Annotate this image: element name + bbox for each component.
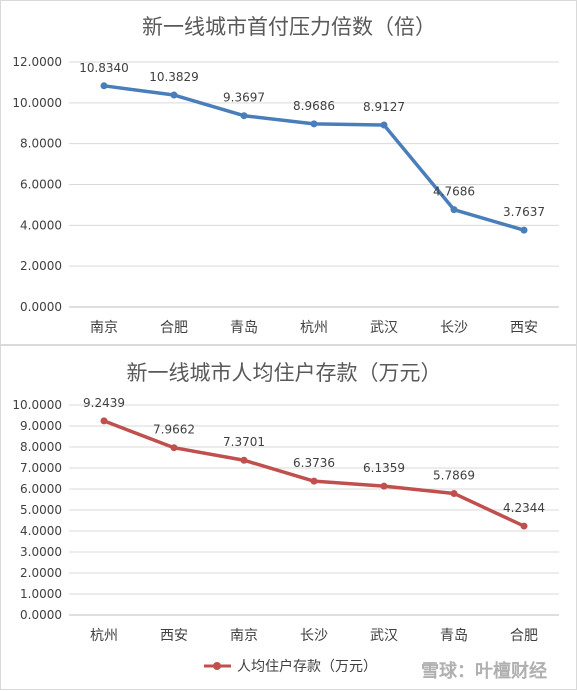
chart-panel-deposits: 新一线城市人均住户存款（万元） 10.0000 9.0000 8.0000 7.000… [0,345,577,690]
data-label: 4.2344 [503,501,545,515]
x-category-label: 杭州 [90,628,118,644]
data-label: 8.9127 [363,100,405,114]
data-label: 4.7686 [433,185,475,199]
y-tick-label: 2.0000 [20,566,62,580]
data-point [240,456,248,464]
data-point [450,206,458,214]
data-point [450,489,458,497]
y-tick-label: 7.0000 [20,461,62,475]
series-line [100,82,528,234]
data-label: 9.2439 [83,396,125,410]
y-tick-label: 8.0000 [20,440,62,454]
y-tick-label: 9.0000 [20,419,62,433]
y-tick-label: 0.0000 [20,608,62,622]
data-label: 3.7637 [503,205,545,219]
x-category-label: 南京 [90,320,118,336]
y-tick-label: 6.0000 [20,178,62,192]
gridlines [69,404,559,616]
legend: 人均住户存款（万元） [204,658,377,675]
data-point [100,82,108,90]
legend-marker [213,662,221,670]
x-category-label: 武汉 [370,320,398,336]
y-tick-label: 2.0000 [20,259,62,273]
x-axis-categories: 南京 合肥 青岛 杭州 武汉 长沙 西安 [90,320,538,336]
data-label: 9.3697 [223,91,265,105]
data-label: 5.7869 [433,468,475,482]
x-axis-categories: 杭州 西安 南京 长沙 武汉 青岛 合肥 [90,628,538,644]
y-tick-label: 12.0000 [12,55,62,69]
y-tick-label: 4.0000 [20,524,62,538]
y-tick-label: 1.0000 [20,587,62,601]
chart-panel-down-payment: 新一线城市首付压力倍数（倍） 12.0000 10.0000 8.0000 6.000… [0,0,577,345]
y-tick-label: 5.0000 [20,503,62,517]
y-tick-label: 3.0000 [20,545,62,559]
y-tick-label: 4.0000 [20,218,62,232]
data-labels: 10.8340 10.3829 9.3697 8.9686 8.9127 4.7686 3.… [79,61,545,219]
gridlines [69,61,559,308]
y-tick-label: 0.0000 [20,300,62,314]
data-point [240,112,248,120]
x-category-label: 杭州 [300,320,328,336]
data-label: 10.8340 [79,61,129,75]
data-point [310,120,318,128]
data-point [310,477,318,485]
data-label: 7.9662 [153,423,195,437]
deposits-chart: 新一线城市人均住户存款（万元） 10.0000 9.0000 8.0000 7.000… [12,361,559,682]
data-label: 10.3829 [149,70,199,84]
data-label: 8.9686 [293,99,335,113]
data-label: 6.1359 [363,461,405,475]
data-labels: 9.2439 7.9662 7.3701 6.3736 6.1359 5.7869 4.23… [83,396,545,515]
x-category-label: 武汉 [370,628,398,644]
x-category-label: 西安 [510,320,538,336]
data-label: 7.3701 [223,435,265,449]
x-category-label: 南京 [230,628,258,644]
x-category-label: 西安 [160,628,188,644]
data-point [380,121,388,129]
chart-title: 新一线城市首付压力倍数（倍） [142,15,436,39]
series-line [100,417,528,530]
data-label: 6.3736 [293,456,335,470]
data-point [100,417,108,425]
y-tick-label: 6.0000 [20,482,62,496]
y-tick-label: 10.0000 [12,398,62,412]
x-category-label: 长沙 [300,628,328,644]
down-payment-chart: 新一线城市首付压力倍数（倍） 12.0000 10.0000 8.0000 6.000… [12,15,559,336]
x-category-label: 长沙 [440,320,468,336]
legend-label: 人均住户存款（万元） [237,658,377,675]
y-tick-label: 10.0000 [12,96,62,110]
x-category-label: 合肥 [510,628,538,644]
data-point [520,226,528,234]
y-axis-ticks: 12.0000 10.0000 8.0000 6.0000 4.0000 2.0000 0.… [12,55,62,314]
data-point [380,482,388,490]
y-tick-label: 8.0000 [20,137,62,151]
chart-title: 新一线城市人均住户存款（万元） [127,361,442,385]
data-point [170,91,178,99]
x-category-label: 青岛 [230,320,258,336]
data-point [170,444,178,452]
watermark: 雪球：叶檀财经 [421,660,547,682]
x-category-label: 合肥 [160,320,188,336]
y-axis-ticks: 10.0000 9.0000 8.0000 7.0000 6.0000 5.0000 4.0… [12,398,62,622]
x-category-label: 青岛 [440,628,468,644]
data-point [520,522,528,530]
